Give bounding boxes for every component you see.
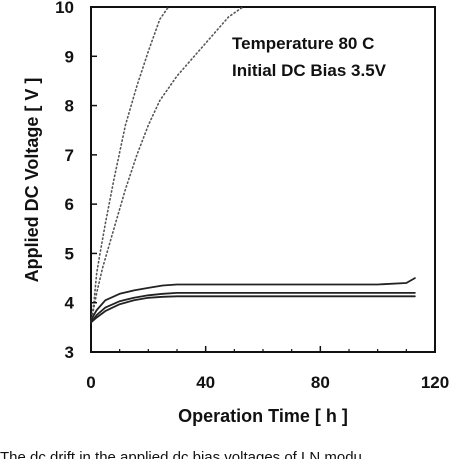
x-tick-label: 0 <box>86 373 95 392</box>
x-tick-label: 120 <box>421 373 449 392</box>
series-line-1 <box>90 6 170 324</box>
annotation-temperature: Temperature 80 C <box>232 34 374 53</box>
y-tick-label: 5 <box>65 244 74 263</box>
axis-layer: 0 40 80 120 3 4 5 6 7 8 9 10 <box>55 0 449 392</box>
series-line-2 <box>90 6 244 324</box>
y-tick-label: 10 <box>55 0 74 17</box>
plot-frame <box>90 6 436 353</box>
annotation-initial-bias: Initial DC Bias 3.5V <box>232 61 387 80</box>
series-line-3 <box>90 277 416 321</box>
series-layer <box>90 6 416 324</box>
series-line-4 <box>90 291 416 324</box>
y-tick-label: 3 <box>65 343 74 362</box>
y-tick-label: 8 <box>65 97 74 116</box>
y-tick-label: 7 <box>65 146 74 165</box>
series-line-5 <box>90 295 416 324</box>
y-axis-title: Applied DC Voltage [ V ] <box>22 78 42 283</box>
x-tick-label: 40 <box>196 373 215 392</box>
y-tick-label: 9 <box>65 47 74 66</box>
y-tick-label: 6 <box>65 195 74 214</box>
y-tick-label: 4 <box>65 294 75 313</box>
x-tick-label: 80 <box>311 373 330 392</box>
figure-caption: The dc drift in the applied dc bias volt… <box>0 449 362 459</box>
x-axis-title: Operation Time [ h ] <box>178 406 348 426</box>
